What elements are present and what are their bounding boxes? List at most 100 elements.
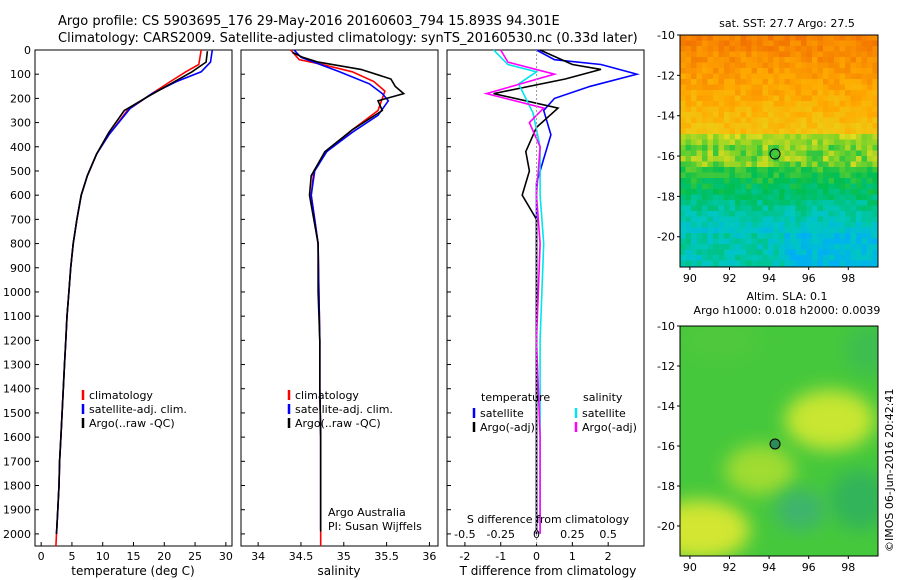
sst-cell [867, 222, 873, 228]
sst-cell [845, 128, 851, 135]
sst-cell [861, 183, 868, 190]
sst-cell [713, 205, 719, 212]
sst-cell [768, 106, 774, 113]
sst-cell [867, 183, 873, 190]
sst-cell [845, 200, 851, 206]
sst-cell [713, 101, 719, 107]
sst-cell [729, 112, 736, 118]
sst-cell [861, 57, 868, 63]
sst-cell [768, 51, 774, 58]
sst-cell [812, 161, 818, 168]
sst-cell [773, 255, 780, 261]
sst-cell [691, 123, 697, 129]
sst-cell [718, 128, 725, 135]
sst-cell [762, 117, 769, 124]
sst-cell [718, 134, 725, 140]
sst-cell [735, 183, 741, 190]
sst-cell [724, 156, 730, 162]
sst-cell [685, 244, 692, 250]
sst-cell [790, 57, 796, 63]
sst-cell [801, 227, 807, 234]
series-line [292, 51, 406, 532]
sst-cell [850, 222, 857, 228]
sst-cell [861, 205, 868, 212]
sst-cell [762, 57, 769, 63]
sst-cell [724, 95, 730, 102]
sst-cell [828, 145, 835, 151]
sst-cell [834, 194, 840, 201]
sst-cell [790, 233, 796, 239]
sst-cell [724, 205, 730, 212]
sst-cell [861, 238, 868, 245]
sst-cell [795, 73, 802, 80]
sst-cell [795, 189, 802, 195]
sst-cell [806, 194, 813, 201]
sst-cell [834, 62, 840, 69]
y-tick-label: 1600 [3, 431, 31, 444]
sst-cell [702, 205, 708, 212]
sst-cell [718, 255, 725, 261]
sst-cell [735, 134, 741, 140]
lat-tick-label: -12 [657, 360, 675, 373]
sst-cell [757, 123, 763, 129]
sst-cell [856, 211, 862, 217]
sst-cell [702, 194, 708, 201]
sst-cell [713, 106, 719, 113]
sst-cell [702, 255, 708, 261]
sst-cell [746, 178, 752, 184]
sst-cell [856, 46, 862, 52]
sst-cell [680, 150, 686, 157]
sst-cell [718, 62, 725, 69]
sst-cell [795, 255, 802, 261]
sst-map-title: sat. SST: 27.7 Argo: 27.5 [719, 17, 855, 30]
sst-cell [773, 51, 780, 58]
sst-cell [823, 167, 829, 173]
sst-cell [806, 222, 813, 228]
sst-cell [751, 117, 758, 124]
sst-cell [762, 183, 769, 190]
sst-cell [773, 205, 780, 212]
sst-cell [795, 205, 802, 212]
sst-cell [735, 84, 741, 91]
sst-cell [801, 194, 807, 201]
sst-cell [707, 238, 714, 245]
sst-cell [735, 62, 741, 69]
sst-cell [806, 227, 813, 234]
sst-cell [718, 249, 725, 256]
sst-cell [867, 260, 873, 267]
sst-cell [872, 117, 879, 124]
sst-cell [707, 51, 714, 58]
sst-cell [707, 260, 714, 267]
sst-cell [680, 227, 686, 234]
sla-anomaly-blob [830, 470, 878, 530]
sst-cell [680, 57, 686, 63]
sst-cell [845, 161, 851, 168]
sst-cell [773, 172, 780, 179]
sst-cell [691, 79, 697, 85]
sst-cell [729, 145, 736, 151]
temperature-xlabel: temperature (deg C) [71, 564, 194, 578]
sst-cell [718, 205, 725, 212]
sst-cell [839, 101, 846, 107]
sst-cell [779, 46, 785, 52]
sst-cell [707, 194, 714, 201]
sst-cell [740, 62, 747, 69]
sst-cell [680, 260, 686, 267]
sst-cell [718, 68, 725, 74]
sst-cell [713, 233, 719, 239]
sst-cell [740, 211, 747, 217]
sst-cell [823, 244, 829, 250]
sst-cell [828, 40, 835, 47]
sst-cell [691, 200, 697, 206]
sst-cell [790, 222, 796, 228]
sst-cell [795, 161, 802, 168]
sst-cell [718, 216, 725, 223]
sst-cell [773, 211, 780, 217]
sst-cell [773, 167, 780, 173]
sst-cell [729, 46, 736, 52]
sst-cell [834, 222, 840, 228]
sst-cell [757, 161, 763, 168]
sst-cell [784, 62, 791, 69]
sst-cell [872, 189, 879, 195]
sst-cell [872, 112, 879, 118]
